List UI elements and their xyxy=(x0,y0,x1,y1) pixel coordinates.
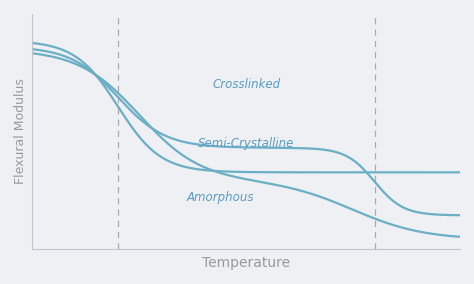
Y-axis label: Flexural Modulus: Flexural Modulus xyxy=(14,79,27,185)
Text: Semi-Crystalline: Semi-Crystalline xyxy=(198,137,294,150)
Text: Crosslinked: Crosslinked xyxy=(212,78,280,91)
X-axis label: Temperature: Temperature xyxy=(202,256,291,270)
Text: Amorphous: Amorphous xyxy=(187,191,255,204)
